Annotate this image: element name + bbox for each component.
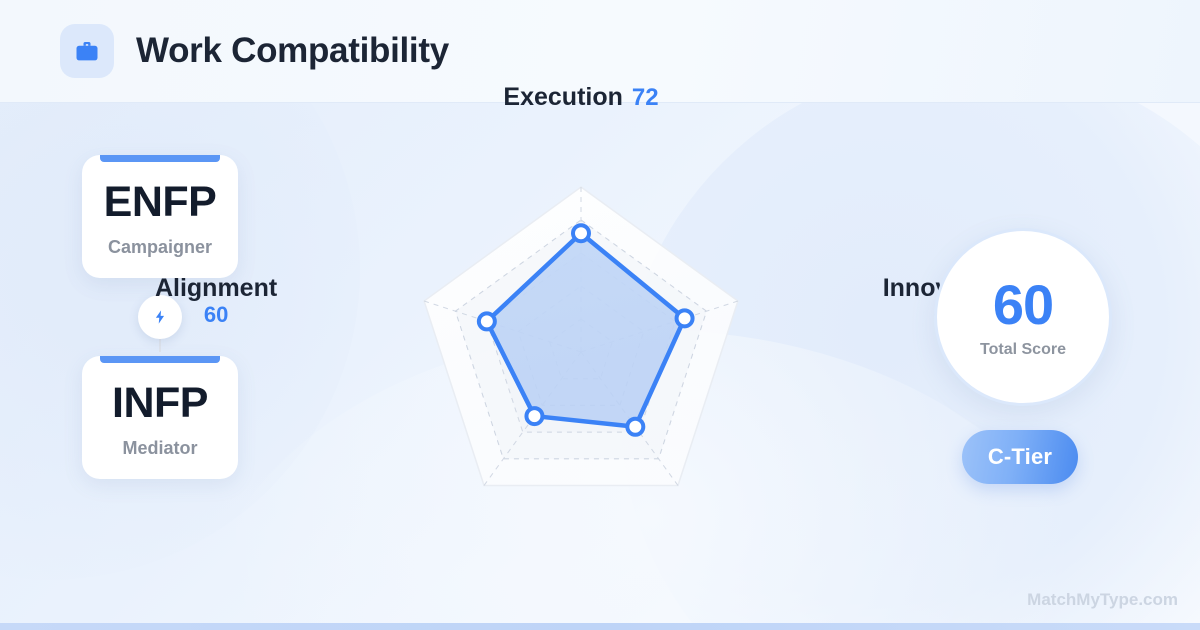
type-card-secondary[interactable]: INFP Mediator (82, 356, 238, 479)
total-score-value: 60 (992, 272, 1054, 336)
footer-bar (0, 623, 1200, 630)
axis-name-alignment: Alignment (154, 274, 278, 302)
axis-name-execution: Execution (503, 83, 623, 111)
type-code-secondary: INFP (112, 379, 208, 427)
type-code-primary: ENFP (103, 178, 217, 226)
personality-type-pair: ENFP Campaigner INFP Mediator (82, 155, 238, 479)
axis-value-alignment: 60 (203, 302, 229, 328)
type-connector (82, 278, 238, 356)
total-score-badge: 60 Total Score (934, 228, 1112, 406)
tier-badge[interactable]: C-Tier (962, 430, 1078, 484)
watermark: MatchMyType.com (1027, 590, 1178, 609)
radar-axis-label-execution: Execution 72 (421, 83, 741, 113)
type-name-primary: Campaigner (107, 237, 213, 257)
card-accent-bar (100, 155, 220, 162)
lightning-bolt-icon (138, 295, 182, 339)
briefcase-icon (60, 24, 114, 78)
page-title: Work Compatibility (136, 31, 449, 70)
total-score-label: Total Score (980, 340, 1066, 358)
tier-badge-label: C-Tier (987, 444, 1053, 469)
type-card-primary[interactable]: ENFP Campaigner (82, 155, 238, 278)
axis-value-execution: 72 (631, 84, 659, 111)
radar-axis-label-alignment: Alignment 60 (101, 275, 331, 329)
radar-chart-svg (423, 186, 739, 487)
type-name-secondary: Mediator (122, 438, 198, 458)
header: Work Compatibility (0, 0, 1200, 103)
card-accent-bar (100, 356, 220, 363)
